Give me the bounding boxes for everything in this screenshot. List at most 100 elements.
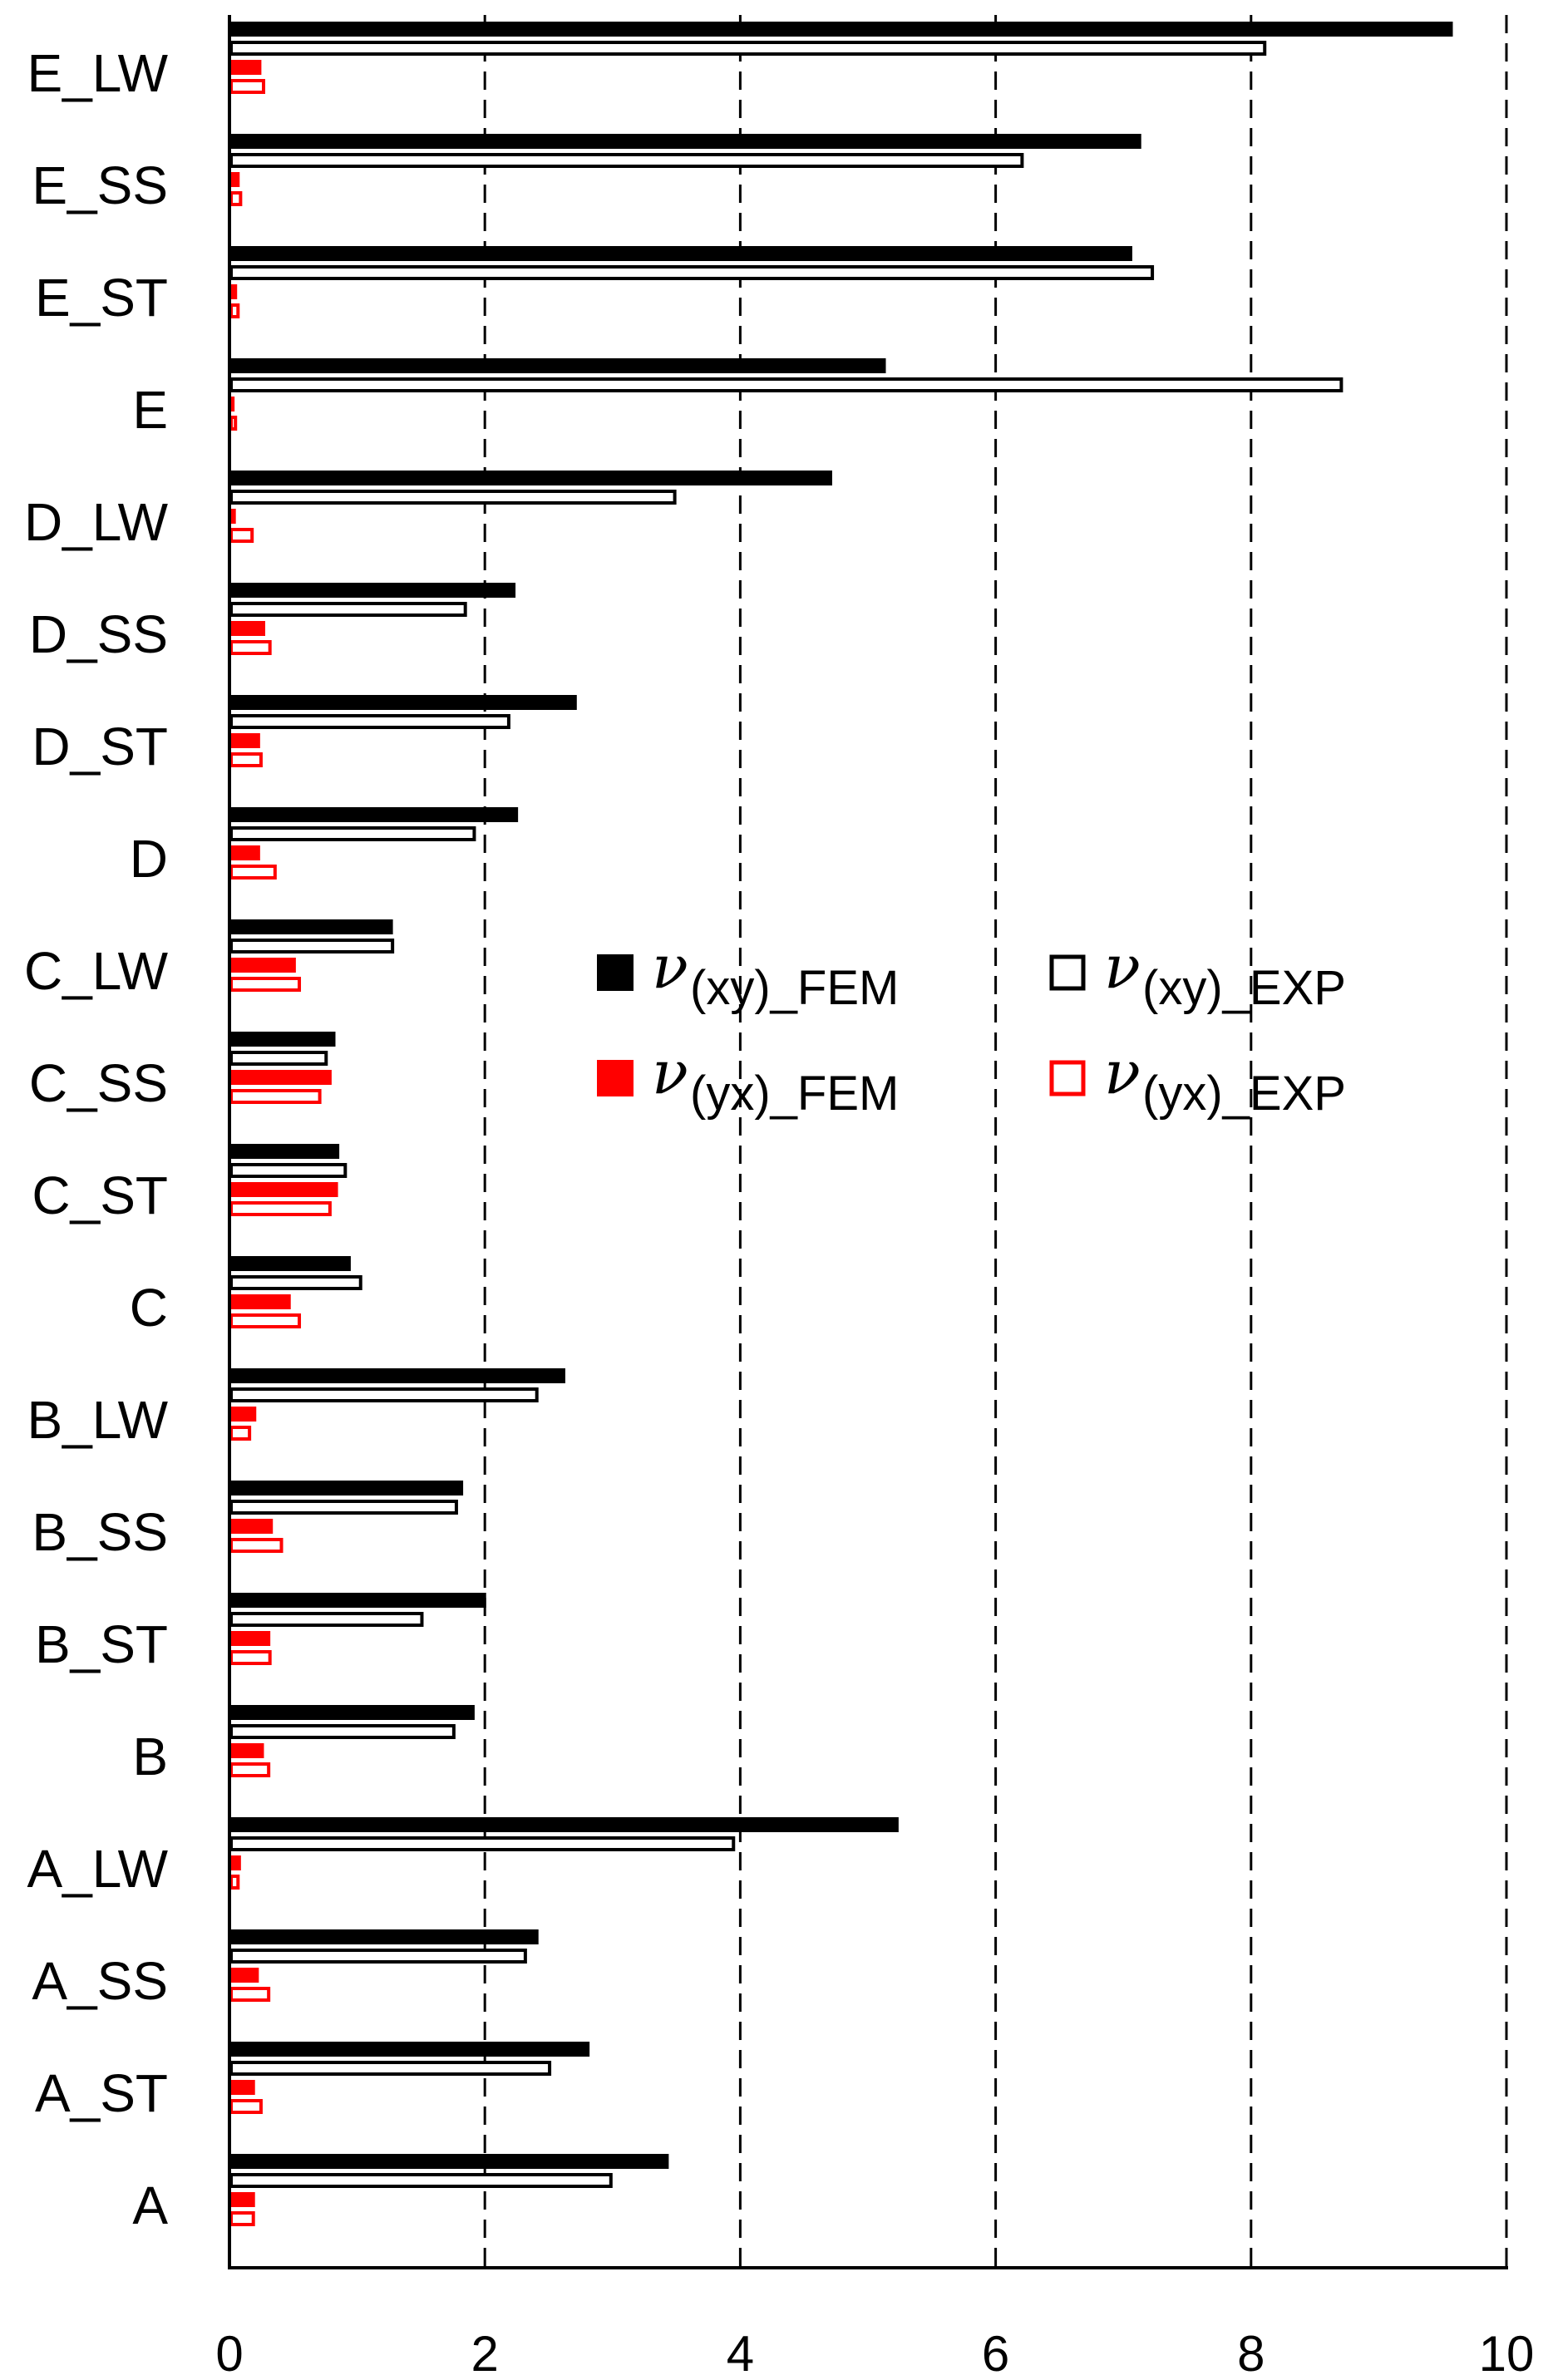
bar-c-st-series-3 (229, 1201, 332, 1216)
legend-swatch-0 (597, 954, 634, 991)
bar-c-series-3 (229, 1313, 302, 1328)
bar-d-st-series-2 (229, 733, 260, 748)
x-tick-labels: 0 2 4 6 8 10 (215, 2326, 1534, 2380)
bar-a-lw-series-2 (229, 1855, 241, 1870)
bar-b-st-series-1 (229, 1612, 424, 1627)
bar-d-series-1 (229, 826, 476, 841)
bar-a-ss-series-1 (229, 1949, 527, 1964)
bar-b-lw-series-1 (229, 1387, 539, 1402)
bar-d-series-2 (229, 845, 260, 860)
bar-b-ss-series-2 (229, 1519, 274, 1534)
category-label-d-ss: D_SS (29, 604, 168, 664)
bar-b-lw-series-0 (229, 1368, 565, 1383)
bar-c-lw-series-1 (229, 939, 395, 953)
bar-a-ss-series-0 (229, 1929, 539, 1944)
category-label-a-lw: A_LW (27, 1839, 168, 1899)
bar-a-st-series-3 (229, 2099, 263, 2114)
bar-b-series-1 (229, 1724, 456, 1739)
bar-c-lw-series-0 (229, 919, 393, 934)
legend-symbol-3: ν (1104, 1037, 1141, 1107)
category-label-b-st: B_ST (35, 1614, 168, 1674)
bar-c-ss-series-3 (229, 1089, 322, 1104)
bar-d-ss-series-2 (229, 621, 266, 636)
bar-d-series-3 (229, 865, 277, 880)
bar-a-st-series-1 (229, 2061, 552, 2076)
category-label-a-ss: A_SS (32, 1951, 168, 2011)
bar-a-st-series-2 (229, 2080, 255, 2095)
axes (228, 15, 1508, 2269)
bar-e-st-series-1 (229, 265, 1155, 280)
category-label-d-st: D_ST (32, 717, 168, 776)
bar-d-ss-series-3 (229, 640, 272, 655)
bar-a-ss-series-2 (229, 1968, 259, 1983)
bar-d-st-series-3 (229, 752, 263, 767)
bar-b-lw-series-3 (229, 1426, 252, 1441)
category-label-c-st: C_ST (32, 1165, 168, 1225)
category-label-b-lw: B_LW (27, 1390, 168, 1450)
bar-b-st-series-2 (229, 1631, 271, 1646)
x-tick-label-10: 10 (1479, 2326, 1535, 2380)
bar-c-lw-series-2 (229, 958, 296, 973)
category-label-c-lw: C_LW (24, 941, 169, 1001)
legend-symbol-0: ν (652, 932, 688, 1002)
category-label-e: E (132, 380, 168, 440)
legend-swatch-3 (1049, 1060, 1086, 1096)
bar-e-series-3 (229, 416, 238, 431)
bar-c-ss-series-2 (229, 1070, 332, 1085)
bar-a-series-0 (229, 2154, 669, 2169)
bar-e-lw-series-1 (229, 41, 1267, 56)
category-label-e-st: E_ST (35, 268, 168, 328)
legend-item-2: ν (yx)_FEM (597, 1037, 899, 1121)
bar-b-lw-series-2 (229, 1407, 257, 1422)
legend-item-3: ν (yx)_EXP (1049, 1037, 1346, 1121)
bar-e-ss-series-3 (229, 191, 243, 206)
x-tick-label-6: 6 (982, 2326, 1009, 2380)
legend-label-0: (xy)_FEM (690, 961, 899, 1015)
x-tick-label-8: 8 (1237, 2326, 1265, 2380)
bar-b-st-series-0 (229, 1593, 486, 1608)
legend-label-3: (yx)_EXP (1142, 1067, 1346, 1121)
bar-a-series-2 (229, 2192, 255, 2207)
bar-e-lw-series-0 (229, 22, 1453, 37)
bar-a-series-1 (229, 2173, 613, 2188)
bar-a-series-3 (229, 2211, 255, 2226)
bar-d-st-series-1 (229, 714, 510, 729)
bar-d-lw-series-0 (229, 471, 832, 485)
legend-symbol-2: ν (652, 1037, 688, 1107)
bar-c-series-2 (229, 1294, 291, 1309)
bar-d-ss-series-1 (229, 602, 467, 617)
bar-e-ss-series-2 (229, 172, 240, 187)
x-tick-label-4: 4 (727, 2326, 754, 2380)
bar-e-st-series-0 (229, 246, 1132, 261)
category-label-c: C (130, 1278, 168, 1338)
bar-e-st-series-3 (229, 303, 240, 318)
bar-e-ss-series-1 (229, 153, 1024, 168)
bar-b-ss-series-3 (229, 1538, 283, 1553)
category-label-d-lw: D_LW (24, 492, 169, 552)
bar-c-st-series-1 (229, 1163, 348, 1178)
grid-lines (483, 15, 1508, 2268)
bar-a-lw-series-3 (229, 1875, 240, 1890)
bars (229, 22, 1453, 2226)
bar-c-ss-series-1 (229, 1051, 328, 1066)
category-label-b: B (132, 1727, 168, 1786)
category-label-a: A (132, 2176, 168, 2235)
bar-e-series-2 (229, 397, 235, 411)
category-label-b-ss: B_SS (32, 1502, 168, 1562)
x-tick-label-2: 2 (471, 2326, 499, 2380)
bar-c-ss-series-0 (229, 1032, 336, 1047)
bar-d-lw-series-2 (229, 509, 236, 524)
bar-e-lw-series-2 (229, 60, 262, 75)
category-label-e-ss: E_SS (32, 155, 168, 215)
legend-symbol-1: ν (1104, 932, 1141, 1002)
bar-e-series-1 (229, 377, 1343, 392)
bar-c-st-series-2 (229, 1182, 338, 1197)
bar-a-lw-series-1 (229, 1836, 736, 1851)
bar-b-ss-series-1 (229, 1500, 458, 1515)
legend-swatch-1 (1049, 954, 1086, 991)
bar-b-series-0 (229, 1705, 475, 1720)
bar-d-ss-series-0 (229, 583, 516, 598)
bar-d-series-0 (229, 807, 519, 822)
